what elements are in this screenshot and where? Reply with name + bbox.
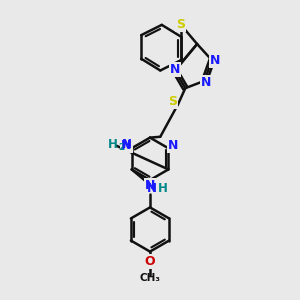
Text: O: O: [145, 255, 155, 268]
Text: H: H: [158, 182, 168, 195]
Text: S: S: [176, 18, 185, 32]
Text: N: N: [210, 54, 220, 67]
Text: 2: 2: [118, 143, 124, 152]
Text: N: N: [170, 62, 180, 76]
Text: N: N: [145, 179, 155, 192]
Text: N: N: [122, 138, 132, 151]
Text: N: N: [122, 139, 132, 152]
Text: N: N: [201, 76, 211, 89]
Text: H: H: [108, 138, 118, 151]
Text: N: N: [147, 182, 158, 195]
Text: CH₃: CH₃: [140, 273, 160, 283]
Text: S: S: [168, 95, 177, 108]
Text: N: N: [168, 139, 178, 152]
